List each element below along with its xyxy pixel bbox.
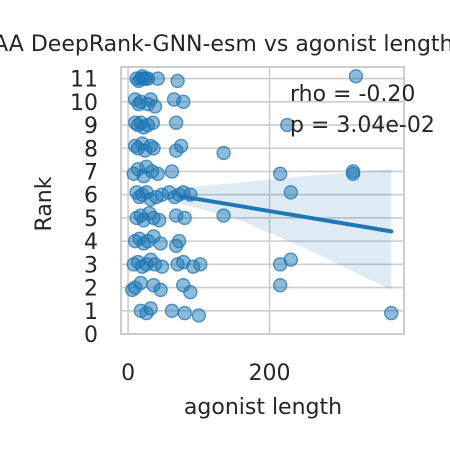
p-value-annotation: p = 3.04e-02 [290, 113, 435, 138]
data-point [191, 308, 207, 323]
data-point [143, 301, 158, 316]
data-point [147, 99, 163, 114]
data-point [348, 69, 364, 84]
plot-area [120, 66, 405, 335]
plot-frame [120, 66, 405, 335]
data-point [164, 164, 180, 179]
data-point [283, 252, 298, 267]
data-point [146, 141, 161, 156]
y-tick-label: 11 [70, 68, 98, 93]
data-point [177, 210, 192, 226]
data-point [173, 138, 189, 154]
x-tick-label: 200 [249, 361, 291, 386]
y-tick-label: 1 [84, 300, 98, 325]
data-point [176, 94, 191, 110]
x-tick-label: 0 [121, 361, 135, 386]
data-point [153, 282, 168, 298]
data-point [384, 305, 399, 321]
y-tick-label: 2 [84, 277, 98, 302]
data-point [272, 166, 288, 182]
confidence-band [181, 169, 392, 290]
regression-line [179, 194, 394, 234]
y-tick-label: 5 [84, 207, 98, 232]
data-point [152, 213, 167, 228]
data-point [168, 115, 184, 130]
data-point [177, 305, 192, 321]
data-point [150, 166, 165, 182]
data-point [150, 71, 165, 86]
data-point [154, 259, 170, 274]
x-tick-labels: 0 200 [121, 361, 291, 386]
y-tick-label: 4 [84, 230, 98, 255]
data-point [216, 208, 231, 223]
y-tick-label: 7 [84, 160, 98, 185]
data-point [170, 73, 185, 89]
rho-annotation: rho = -0.20 [290, 82, 415, 107]
y-tick-label: 3 [84, 253, 98, 278]
data-point [183, 285, 198, 300]
data-point [272, 278, 288, 293]
data-point [216, 145, 231, 161]
y-tick-label: 0 [84, 323, 98, 348]
data-point [145, 115, 161, 130]
data-point [193, 257, 208, 272]
y-tick-label: 6 [84, 184, 98, 209]
data-point [133, 275, 149, 291]
data-point [280, 117, 295, 133]
data-point [153, 236, 168, 251]
y-axis-label: Rank [32, 176, 57, 231]
x-axis-label: agonist length [184, 395, 342, 420]
data-point [171, 233, 187, 249]
y-tick-label: 8 [84, 137, 98, 162]
chart-title: FAA DeepRank-GNN-esm vs agonist length [0, 32, 450, 57]
data-point [345, 166, 361, 182]
data-point [138, 71, 153, 86]
data-point [283, 185, 298, 200]
data-point [164, 303, 180, 318]
y-tick-label: 9 [84, 114, 98, 139]
y-tick-label: 10 [70, 91, 98, 116]
